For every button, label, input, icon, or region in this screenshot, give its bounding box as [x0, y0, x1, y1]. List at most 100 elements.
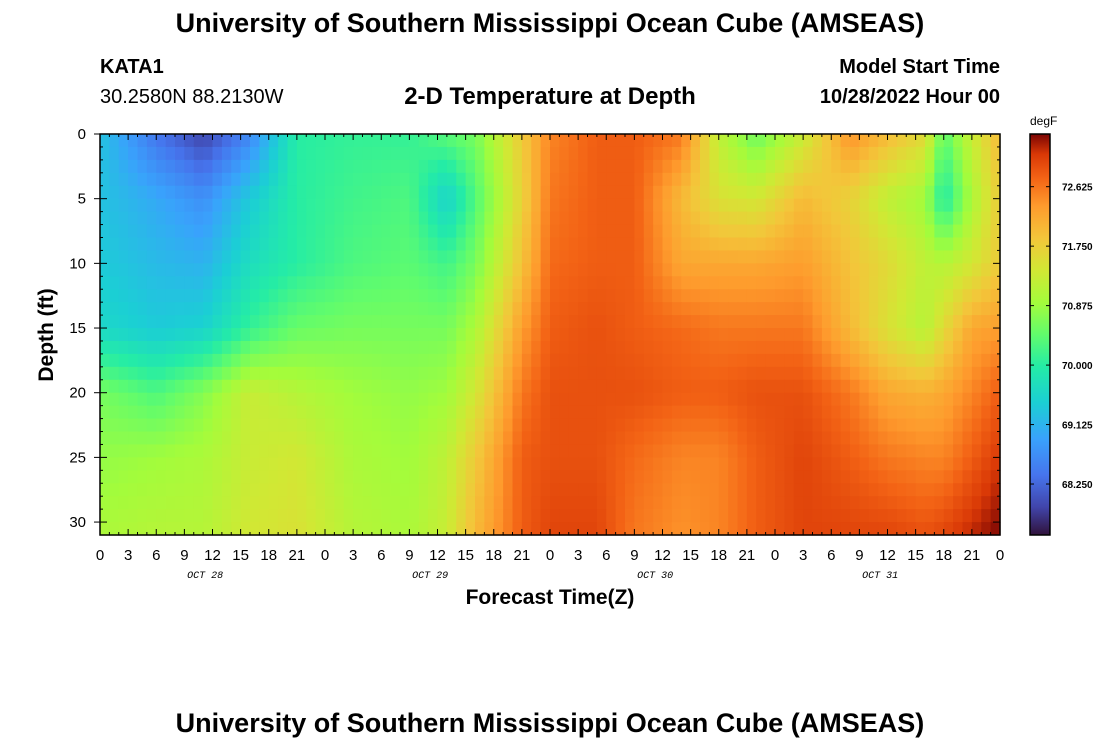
heatmap-cell: [400, 431, 410, 446]
heatmap-cell: [709, 379, 720, 394]
heatmap-cell: [765, 172, 776, 187]
heatmap-cell: [231, 457, 242, 471]
heatmap-cell: [456, 198, 467, 213]
heatmap-cell: [812, 134, 823, 148]
heatmap-cell: [653, 405, 664, 420]
heatmap-cell: [737, 159, 748, 174]
heatmap-cell: [728, 276, 739, 290]
heatmap-cell: [296, 198, 307, 213]
heatmap-cell: [212, 185, 223, 200]
heatmap-cell: [493, 353, 504, 368]
heatmap-cell: [634, 418, 645, 433]
heatmap-cell: [981, 134, 992, 148]
heatmap-cell: [118, 340, 129, 355]
heatmap-cell: [118, 328, 129, 342]
heatmap-cell: [118, 405, 129, 420]
heatmap-cell: [737, 444, 748, 458]
heatmap-cell: [465, 315, 476, 329]
heatmap-cell: [793, 276, 804, 290]
heatmap-cell: [128, 431, 139, 446]
heatmap-cell: [925, 509, 935, 523]
heatmap-cell: [231, 250, 242, 264]
heatmap-cell: [353, 237, 364, 252]
heatmap-cell: [446, 483, 457, 497]
heatmap-cell: [465, 211, 476, 226]
heatmap-cell: [306, 289, 317, 303]
heatmap-cell: [193, 159, 204, 174]
heatmap-cell: [418, 302, 429, 316]
heatmap-cell: [971, 328, 982, 342]
heatmap-cell: [503, 250, 514, 264]
heatmap-cell: [334, 289, 345, 303]
heatmap-cell: [446, 328, 457, 342]
heatmap-cell: [390, 392, 401, 407]
heatmap-cell: [409, 457, 420, 471]
heatmap-cell: [746, 431, 757, 446]
heatmap-cell: [756, 444, 767, 458]
heatmap-cell: [625, 198, 635, 213]
heatmap-cell: [315, 353, 326, 368]
heatmap-cell: [559, 302, 570, 316]
heatmap-cell: [765, 263, 776, 277]
heatmap-cell: [690, 405, 701, 420]
heatmap-cell: [409, 146, 420, 161]
heatmap-cell: [568, 353, 579, 368]
heatmap-cell: [184, 522, 195, 536]
heatmap-cell: [887, 159, 898, 174]
heatmap-cell: [184, 470, 195, 484]
heatmap-cell: [587, 134, 598, 148]
heatmap-cell: [709, 211, 720, 226]
heatmap-cell: [690, 146, 701, 161]
heatmap-cell: [540, 522, 551, 536]
heatmap-cell: [737, 392, 748, 407]
heatmap-cell: [943, 134, 954, 148]
heatmap-cell: [765, 366, 776, 381]
heatmap-cell: [803, 340, 814, 355]
heatmap-cell: [418, 496, 429, 510]
heatmap-cell: [700, 250, 710, 264]
heatmap-cell: [175, 405, 185, 420]
heatmap-cell: [503, 444, 514, 458]
heatmap-cell: [175, 263, 185, 277]
heatmap-cell: [662, 366, 673, 381]
heatmap-cell: [662, 483, 673, 497]
heatmap-cell: [568, 392, 579, 407]
heatmap-cell: [381, 470, 392, 484]
heatmap-cell: [587, 198, 598, 213]
heatmap-cell: [587, 289, 598, 303]
heatmap-cell: [296, 509, 307, 523]
heatmap-cell: [493, 379, 504, 394]
colorbar-unit: degF: [1030, 114, 1057, 128]
heatmap-cell: [128, 418, 139, 433]
heatmap-cell: [653, 522, 664, 536]
heatmap-cell: [709, 353, 720, 368]
heatmap-cell: [653, 496, 664, 510]
heatmap-cell: [896, 250, 907, 264]
heatmap-cell: [203, 224, 214, 239]
heatmap-cell: [118, 172, 129, 187]
heatmap-cell: [437, 496, 448, 510]
heatmap-cell: [775, 276, 785, 290]
heatmap-cell: [409, 483, 420, 497]
heatmap-cell: [362, 289, 373, 303]
heatmap-cell: [578, 211, 589, 226]
heatmap-cell: [165, 146, 176, 161]
heatmap-cell: [878, 172, 889, 187]
heatmap-cell: [109, 483, 120, 497]
heatmap-cell: [840, 340, 851, 355]
heatmap-cell: [850, 379, 860, 394]
heatmap-cell: [493, 224, 504, 239]
heatmap-cell: [184, 457, 195, 471]
heatmap-cell: [109, 276, 120, 290]
heatmap-cell: [465, 483, 476, 497]
heatmap-cell: [353, 340, 364, 355]
heatmap-cell: [737, 509, 748, 523]
heatmap-cell: [850, 522, 860, 536]
heatmap-cell: [681, 379, 692, 394]
heatmap-cell: [540, 302, 551, 316]
heatmap-cell: [259, 263, 270, 277]
heatmap-cell: [887, 418, 898, 433]
heatmap-cell: [906, 211, 917, 226]
heatmap-cell: [250, 211, 260, 226]
heatmap-cell: [240, 470, 251, 484]
